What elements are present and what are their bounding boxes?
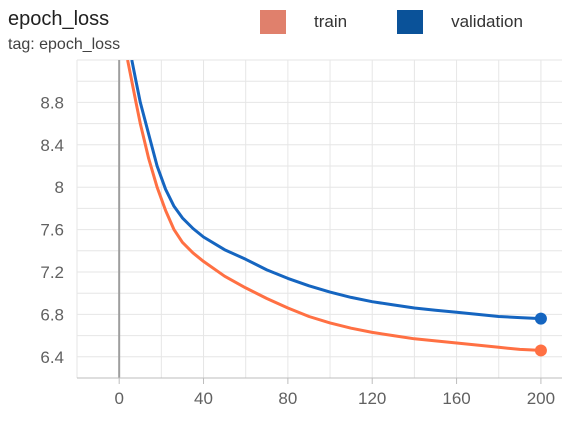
chart-title: epoch_loss <box>8 8 110 30</box>
series-line-validation <box>130 60 541 321</box>
legend-item-validation[interactable]: validation <box>397 10 523 34</box>
x-tick-label: 40 <box>194 389 213 408</box>
legend-swatch-train <box>260 10 286 34</box>
series-endpoint-train <box>534 344 547 357</box>
legend-label-train: train <box>314 12 348 31</box>
x-tick-label: 0 <box>114 389 123 408</box>
legend-label-validation: validation <box>451 12 523 31</box>
x-tick-label: 200 <box>527 389 555 408</box>
series-line-train <box>126 60 541 352</box>
x-tick-label: 80 <box>278 389 297 408</box>
legend-item-train[interactable]: train <box>260 10 347 34</box>
series-endpoint-validation <box>534 312 547 325</box>
x-tick-label: 160 <box>442 389 470 408</box>
y-tick-label: 7.2 <box>40 263 64 282</box>
legend: train validation <box>260 10 573 34</box>
y-tick-label: 7.6 <box>40 221 64 240</box>
y-tick-label: 8.4 <box>40 136 64 155</box>
y-tick-label: 8 <box>55 178 64 197</box>
y-tick-label: 8.8 <box>40 93 64 112</box>
y-tick-label: 6.8 <box>40 305 64 324</box>
chart-tag: tag: epoch_loss <box>8 36 121 53</box>
y-tick-label: 6.4 <box>40 348 64 367</box>
x-tick-label: 120 <box>358 389 386 408</box>
legend-swatch-validation <box>397 10 424 34</box>
